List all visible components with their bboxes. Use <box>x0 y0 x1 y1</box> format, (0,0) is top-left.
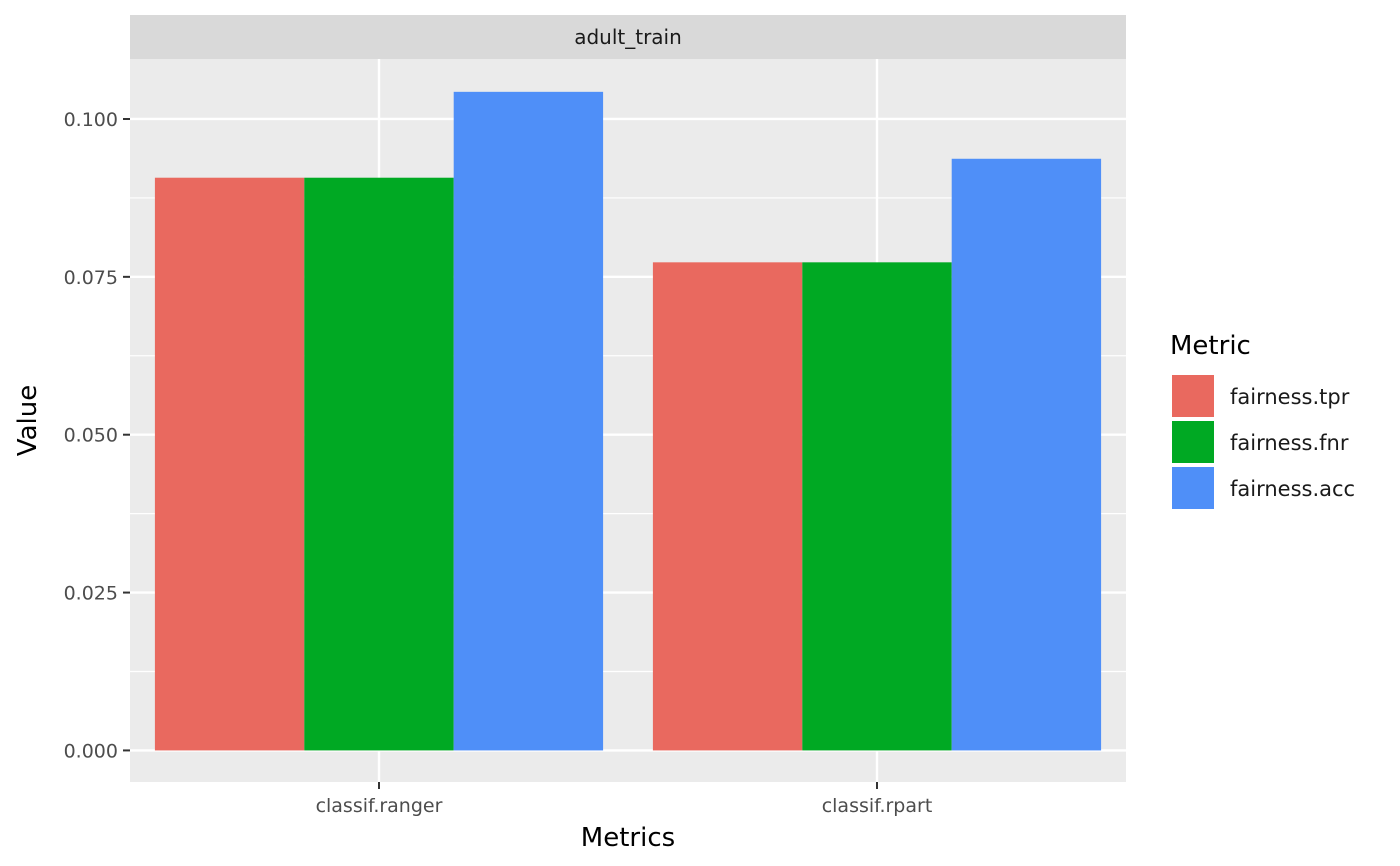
legend-key-fairness-fnr <box>1172 421 1214 463</box>
bar-fairness-tpr-classif-ranger <box>154 177 305 751</box>
y-tick-label: 0.050 <box>64 425 118 447</box>
bar-fairness-acc-classif-ranger <box>453 91 604 751</box>
bar-fairness-fnr-classif-rpart <box>802 262 952 751</box>
facet-strip-label: adult_train <box>574 25 682 49</box>
x-tick-label: classif.rpart <box>822 795 933 817</box>
x-axis: classif.ranger classif.rpart <box>316 782 933 817</box>
y-axis: 0.000 0.025 0.050 0.075 0.100 <box>64 109 130 762</box>
legend-key-fairness-acc <box>1172 467 1214 509</box>
legend-label: fairness.tpr <box>1230 385 1350 409</box>
legend-key-fairness-tpr <box>1172 375 1214 417</box>
y-tick-label: 0.100 <box>64 109 118 131</box>
legend-label: fairness.acc <box>1230 477 1355 501</box>
legend: Metric fairness.tpr fairness.fnr fairness.… <box>1170 331 1355 511</box>
y-axis-title: Value <box>13 385 43 456</box>
x-tick-label: classif.ranger <box>316 795 443 817</box>
bar-fairness-fnr-classif-ranger <box>304 177 454 751</box>
legend-label: fairness.fnr <box>1230 431 1349 455</box>
y-tick-label: 0.000 <box>64 740 118 762</box>
y-tick-label: 0.075 <box>64 267 118 289</box>
y-tick-label: 0.025 <box>64 583 118 605</box>
legend-title: Metric <box>1170 331 1251 361</box>
x-axis-title: Metrics <box>581 823 675 853</box>
bars <box>154 91 1102 751</box>
facet-strip <box>130 15 1126 59</box>
bar-fairness-acc-classif-rpart <box>951 158 1102 751</box>
bar-fairness-tpr-classif-rpart <box>652 262 803 751</box>
